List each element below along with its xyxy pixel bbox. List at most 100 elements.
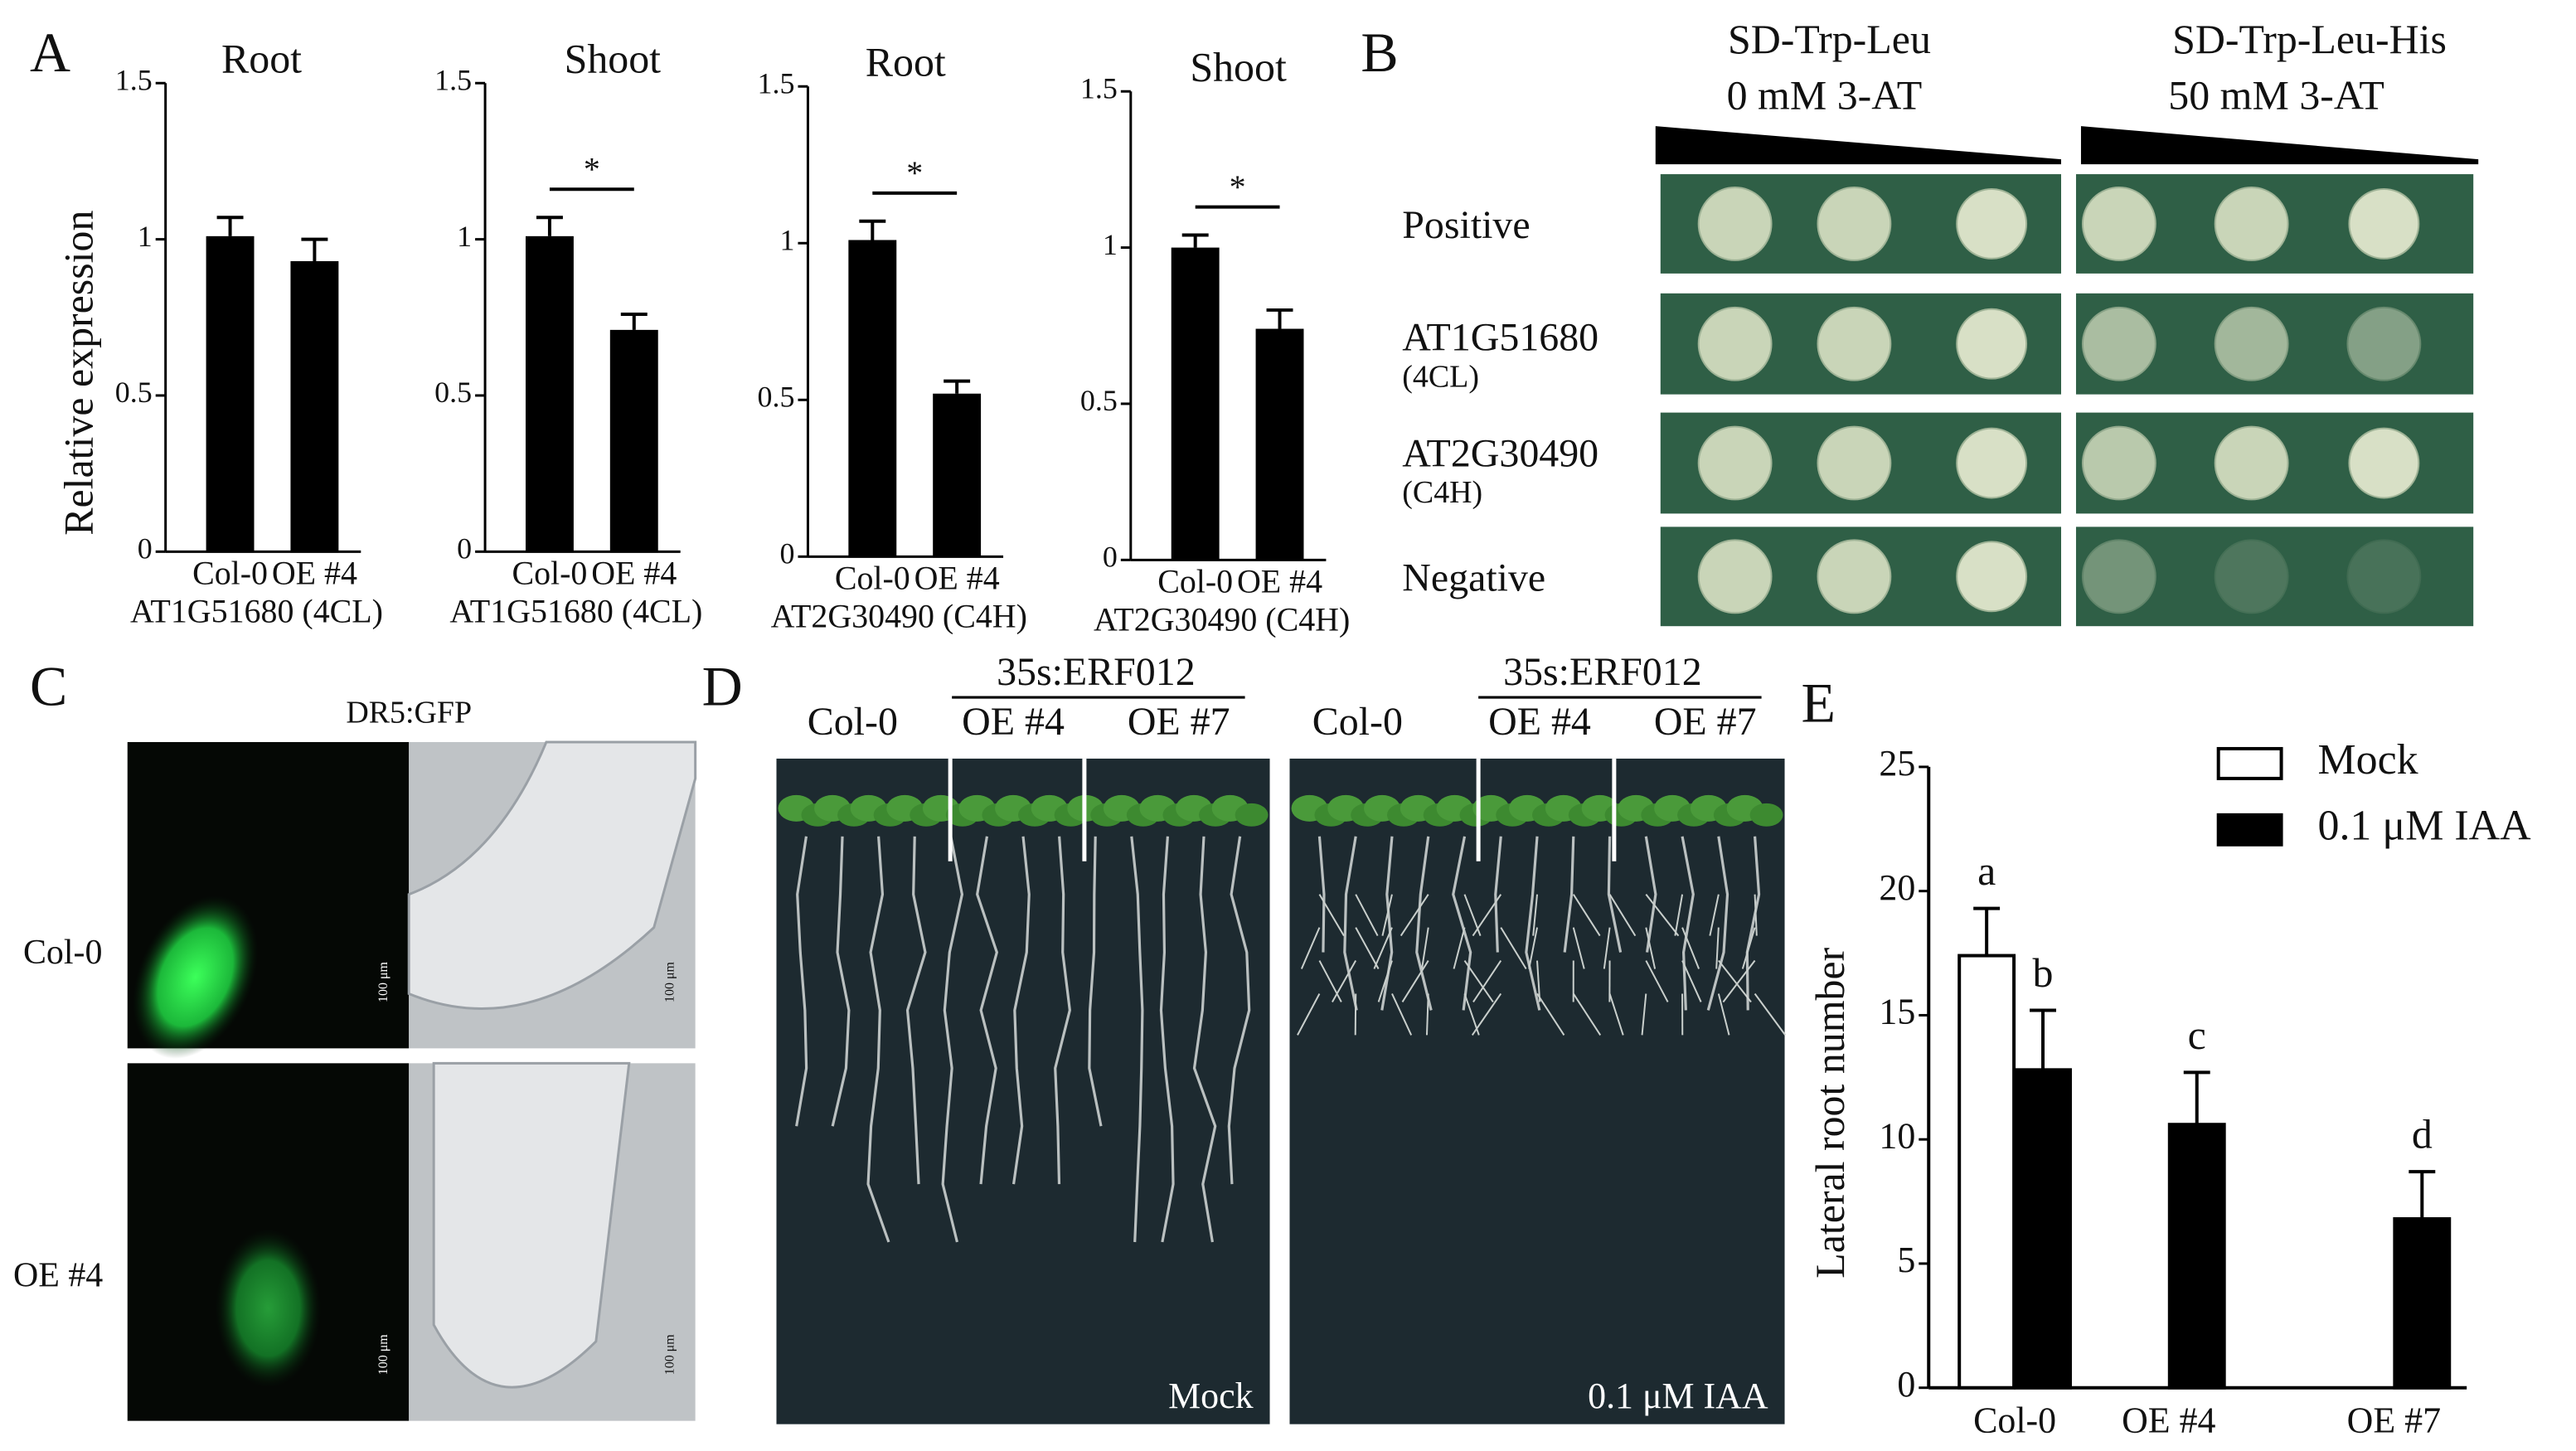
root	[1130, 836, 1144, 1243]
y-tick-label: 20	[1879, 867, 1915, 908]
scale-bar-label: 100 μm	[662, 961, 677, 1002]
root	[941, 836, 964, 1243]
plate-image	[2075, 527, 2474, 627]
lateral-root	[1645, 927, 1657, 969]
chart-title: Root	[866, 40, 946, 85]
legend-label: 0.1 μM IAA	[2318, 803, 2532, 850]
y-tick-label: 0.5	[115, 376, 153, 409]
root	[1054, 836, 1071, 1185]
panel-label: B	[1361, 22, 1398, 84]
lateral-root	[1401, 960, 1429, 1002]
root	[1227, 836, 1251, 1185]
row-label: AT1G51680	[1402, 316, 1598, 360]
root	[1317, 836, 1326, 953]
lateral-root	[1471, 992, 1502, 1036]
y-tick-label: 0	[1897, 1364, 1915, 1405]
bar	[206, 235, 255, 552]
lateral-root	[1536, 960, 1541, 1002]
y-tick-label: 0.5	[434, 376, 472, 409]
colony-spot	[2348, 188, 2420, 260]
lateral-root	[1718, 959, 1752, 1003]
y-tick-label: 0	[1103, 541, 1118, 574]
lateral-root	[1717, 993, 1730, 1036]
lateral-root	[1391, 993, 1413, 1036]
root	[831, 836, 851, 1127]
chart-title: Shoot	[1190, 45, 1287, 90]
lateral-root	[1381, 894, 1393, 936]
legend-swatch	[2216, 746, 2283, 780]
row-sublabel: (4CL)	[1402, 359, 1479, 394]
bar	[1171, 247, 1220, 561]
lateral-root	[1472, 894, 1502, 937]
root	[976, 836, 999, 1185]
panel-title: DR5:GFP	[346, 696, 472, 730]
significance-letter: c	[2188, 1012, 2206, 1058]
colony-spot	[2081, 539, 2156, 614]
y-tick-label: 0	[138, 532, 153, 565]
lateral-root	[1318, 960, 1342, 1002]
row-sublabel: (C4H)	[1402, 475, 1482, 510]
bar	[933, 393, 982, 557]
x-tick-label: OE #4	[591, 554, 677, 591]
y-tick-label: 25	[1879, 743, 1915, 784]
lateral-root	[1300, 927, 1321, 969]
colony-spot	[1956, 188, 2028, 260]
x-axis-label: AT2G30490 (C4H)	[1094, 600, 1350, 638]
y-tick-label: 15	[1879, 992, 1915, 1032]
colony-spot	[2081, 306, 2156, 381]
root	[1192, 836, 1217, 1243]
lateral-root	[1377, 960, 1393, 1002]
lateral-root	[1536, 992, 1565, 1036]
lateral-root	[1572, 927, 1585, 969]
lateral-root	[1754, 992, 1787, 1036]
y-tick-label: 5	[1897, 1240, 1915, 1280]
lateral-root	[1463, 959, 1494, 1003]
colony-spot	[2348, 427, 2420, 499]
colony-spot	[1956, 308, 2028, 380]
lateral-root	[1572, 992, 1602, 1036]
root	[866, 836, 890, 1243]
root	[1681, 836, 1695, 1011]
bar	[2014, 1068, 2072, 1390]
root	[795, 836, 808, 1127]
colony-spot	[1697, 539, 1773, 614]
x-tick-label: Col-0	[192, 554, 268, 591]
colony-spot	[2346, 539, 2422, 614]
x-axis-label: AT1G51680 (4CL)	[130, 592, 383, 629]
lateral-root	[1681, 960, 1702, 1002]
root	[1563, 836, 1575, 953]
construct-label: 35s:ERF012	[1503, 650, 1702, 694]
y-tick-label: 1	[138, 220, 153, 253]
genotype-label: OE #4	[962, 700, 1065, 744]
column-header: SD-Trp-Leu-His	[2172, 17, 2447, 62]
bar	[2393, 1217, 2452, 1390]
lateral-root	[1332, 960, 1357, 1002]
panel-label: A	[30, 22, 70, 84]
lateral-root	[1709, 894, 1720, 936]
colony-spot	[2214, 425, 2289, 501]
x-tick-label: Col-0	[1157, 562, 1233, 599]
x-tick-label: OE #7	[2347, 1400, 2441, 1441]
lateral-root	[1641, 993, 1647, 1036]
root	[1607, 836, 1623, 953]
legend-swatch	[2216, 813, 2283, 847]
bar	[1957, 954, 2016, 1390]
lateral-root	[1318, 894, 1345, 937]
colony-spot	[1697, 425, 1773, 501]
y-tick-label: 1	[779, 224, 794, 257]
bar	[848, 240, 897, 557]
row-label: AT2G30490	[1402, 432, 1598, 476]
significance-label: *	[906, 154, 923, 192]
significance-letter: a	[1977, 848, 1996, 894]
genotype-label: OE #7	[1128, 700, 1230, 744]
y-tick-label: 0.5	[758, 381, 795, 414]
lateral-root	[1754, 894, 1758, 936]
lateral-root	[1681, 927, 1700, 969]
bar	[1255, 328, 1304, 561]
y-axis-label: Lateral root number	[1807, 947, 1853, 1278]
lateral-root	[1645, 894, 1680, 937]
root	[1088, 836, 1103, 1127]
construct-label: 35s:ERF012	[997, 650, 1196, 694]
